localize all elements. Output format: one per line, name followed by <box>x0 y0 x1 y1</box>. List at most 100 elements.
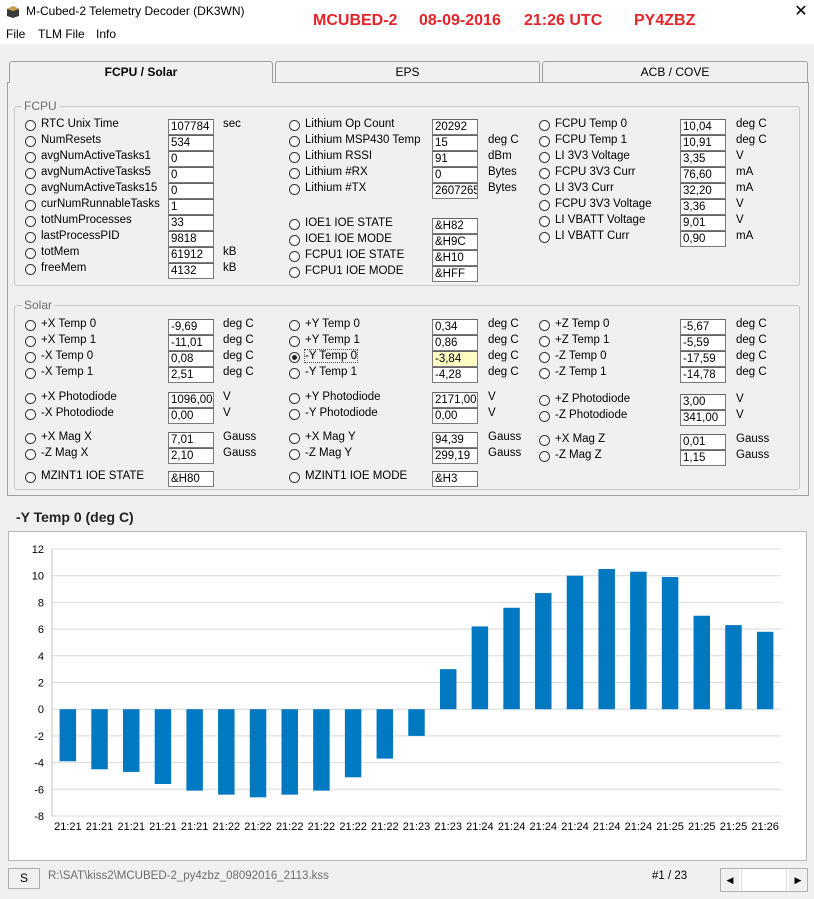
radio-lithium-rx[interactable] <box>289 168 300 179</box>
scroll-thumb[interactable] <box>741 869 787 891</box>
menu-info[interactable]: Info <box>96 27 117 41</box>
label-lastprocesspid[interactable]: lastProcessPID <box>41 230 120 242</box>
label-fcpu-temp-1[interactable]: FCPU Temp 1 <box>555 134 628 146</box>
label-z-temp-0[interactable]: +Z Temp 0 <box>555 318 610 330</box>
radio-x-temp-1[interactable] <box>25 368 36 379</box>
label-mzint1-ioe-state[interactable]: MZINT1 IOE STATE <box>41 470 145 482</box>
s-button[interactable]: S <box>8 868 40 889</box>
scroll-right-arrow-icon[interactable]: ▶ <box>789 869 807 891</box>
radio-totnumprocesses[interactable] <box>25 216 36 227</box>
menu-tlm-file[interactable]: TLM File <box>38 27 85 41</box>
radio-z-photodiode[interactable] <box>539 395 550 406</box>
radio-lastprocesspid[interactable] <box>25 232 36 243</box>
radio-z-temp-1[interactable] <box>539 368 550 379</box>
label-ioe1-ioe-state[interactable]: IOE1 IOE STATE <box>305 217 393 229</box>
radio-z-mag-x[interactable] <box>25 449 36 460</box>
radio-y-temp-0[interactable] <box>289 320 300 331</box>
radio-fcpu1-ioe-mode[interactable] <box>289 267 300 278</box>
radio-li-3v3-voltage[interactable] <box>539 152 550 163</box>
label-lithium-rx[interactable]: Lithium #RX <box>305 166 368 178</box>
radio-y-temp-0[interactable] <box>289 352 300 363</box>
radio-y-temp-1[interactable] <box>289 336 300 347</box>
label-fcpu-temp-0[interactable]: FCPU Temp 0 <box>555 118 628 130</box>
radio-y-photodiode[interactable] <box>289 393 300 404</box>
label-li-vbatt-voltage[interactable]: LI VBATT Voltage <box>555 214 646 226</box>
radio-avgnumactivetasks1[interactable] <box>25 152 36 163</box>
radio-z-temp-1[interactable] <box>539 336 550 347</box>
label-x-mag-z[interactable]: +X Mag Z <box>555 433 606 445</box>
label-x-photodiode[interactable]: +X Photodiode <box>41 391 117 403</box>
label-li-3v3-voltage[interactable]: LI 3V3 Voltage <box>555 150 630 162</box>
label-z-photodiode[interactable]: +Z Photodiode <box>555 393 631 405</box>
label-y-temp-1[interactable]: -Y Temp 1 <box>305 366 357 378</box>
radio-rtc-unix-time[interactable] <box>25 120 36 131</box>
radio-y-photodiode[interactable] <box>289 409 300 420</box>
radio-mzint1-ioe-state[interactable] <box>25 472 36 483</box>
radio-lithium-tx[interactable] <box>289 184 300 195</box>
label-avgnumactivetasks1[interactable]: avgNumActiveTasks1 <box>41 150 151 162</box>
label-ioe1-ioe-mode[interactable]: IOE1 IOE MODE <box>305 233 392 245</box>
radio-freemem[interactable] <box>25 264 36 275</box>
radio-avgnumactivetasks5[interactable] <box>25 168 36 179</box>
label-fcpu-3v3-voltage[interactable]: FCPU 3V3 Voltage <box>555 198 652 210</box>
radio-x-photodiode[interactable] <box>25 393 36 404</box>
label-avgnumactivetasks15[interactable]: avgNumActiveTasks15 <box>41 182 158 194</box>
label-li-3v3-curr[interactable]: LI 3V3 Curr <box>555 182 614 194</box>
label-mzint1-ioe-mode[interactable]: MZINT1 IOE MODE <box>305 470 408 482</box>
radio-z-temp-0[interactable] <box>539 320 550 331</box>
label-totmem[interactable]: totMem <box>41 246 80 258</box>
label-freemem[interactable]: freeMem <box>41 262 87 274</box>
radio-x-temp-0[interactable] <box>25 352 36 363</box>
label-y-photodiode[interactable]: +Y Photodiode <box>305 391 381 403</box>
radio-fcpu-temp-1[interactable] <box>539 136 550 147</box>
radio-fcpu-3v3-curr[interactable] <box>539 168 550 179</box>
radio-fcpu1-ioe-state[interactable] <box>289 251 300 262</box>
radio-lithium-rssi[interactable] <box>289 152 300 163</box>
label-fcpu-3v3-curr[interactable]: FCPU 3V3 Curr <box>555 166 636 178</box>
radio-x-photodiode[interactable] <box>25 409 36 420</box>
radio-mzint1-ioe-mode[interactable] <box>289 472 300 483</box>
radio-fcpu-3v3-voltage[interactable] <box>539 200 550 211</box>
radio-ioe1-ioe-mode[interactable] <box>289 235 300 246</box>
radio-curnumrunnabletasks[interactable] <box>25 200 36 211</box>
label-z-photodiode[interactable]: -Z Photodiode <box>555 409 628 421</box>
label-curnumrunnabletasks[interactable]: curNumRunnableTasks <box>41 198 160 210</box>
radio-z-mag-z[interactable] <box>539 451 550 462</box>
radio-x-temp-1[interactable] <box>25 336 36 347</box>
radio-x-temp-0[interactable] <box>25 320 36 331</box>
label-x-temp-0[interactable]: +X Temp 0 <box>41 318 97 330</box>
label-x-photodiode[interactable]: -X Photodiode <box>41 407 114 419</box>
radio-li-vbatt-curr[interactable] <box>539 232 550 243</box>
radio-z-temp-0[interactable] <box>539 352 550 363</box>
radio-y-temp-1[interactable] <box>289 368 300 379</box>
label-z-temp-1[interactable]: +Z Temp 1 <box>555 334 610 346</box>
label-x-mag-y[interactable]: +X Mag Y <box>305 431 356 443</box>
label-lithium-rssi[interactable]: Lithium RSSI <box>305 150 373 162</box>
radio-z-photodiode[interactable] <box>539 411 550 422</box>
menu-file[interactable]: File <box>6 27 26 41</box>
radio-lithium-msp430-temp[interactable] <box>289 136 300 147</box>
radio-x-mag-z[interactable] <box>539 435 550 446</box>
label-z-temp-1[interactable]: -Z Temp 1 <box>555 366 607 378</box>
label-y-photodiode[interactable]: -Y Photodiode <box>305 407 378 419</box>
radio-li-vbatt-voltage[interactable] <box>539 216 550 227</box>
label-z-mag-z[interactable]: -Z Mag Z <box>555 449 602 461</box>
radio-fcpu-temp-0[interactable] <box>539 120 550 131</box>
label-z-temp-0[interactable]: -Z Temp 0 <box>555 350 607 362</box>
tab-acb-cove[interactable]: ACB / COVE <box>542 61 808 82</box>
radio-x-mag-x[interactable] <box>25 433 36 444</box>
tab-fcpu-solar[interactable]: FCPU / Solar <box>9 61 273 83</box>
label-rtc-unix-time[interactable]: RTC Unix Time <box>41 118 119 130</box>
label-x-temp-1[interactable]: +X Temp 1 <box>41 334 97 346</box>
scroll-left-arrow-icon[interactable]: ◀ <box>721 869 739 891</box>
label-totnumprocesses[interactable]: totNumProcesses <box>41 214 132 226</box>
radio-lithium-op-count[interactable] <box>289 120 300 131</box>
radio-totmem[interactable] <box>25 248 36 259</box>
label-avgnumactivetasks5[interactable]: avgNumActiveTasks5 <box>41 166 151 178</box>
label-fcpu1-ioe-state[interactable]: FCPU1 IOE STATE <box>305 249 405 261</box>
close-button[interactable]: ✕ <box>794 3 808 20</box>
label-y-temp-1[interactable]: +Y Temp 1 <box>305 334 360 346</box>
label-fcpu1-ioe-mode[interactable]: FCPU1 IOE MODE <box>305 265 404 277</box>
label-lithium-tx[interactable]: Lithium #TX <box>305 182 367 194</box>
radio-avgnumactivetasks15[interactable] <box>25 184 36 195</box>
